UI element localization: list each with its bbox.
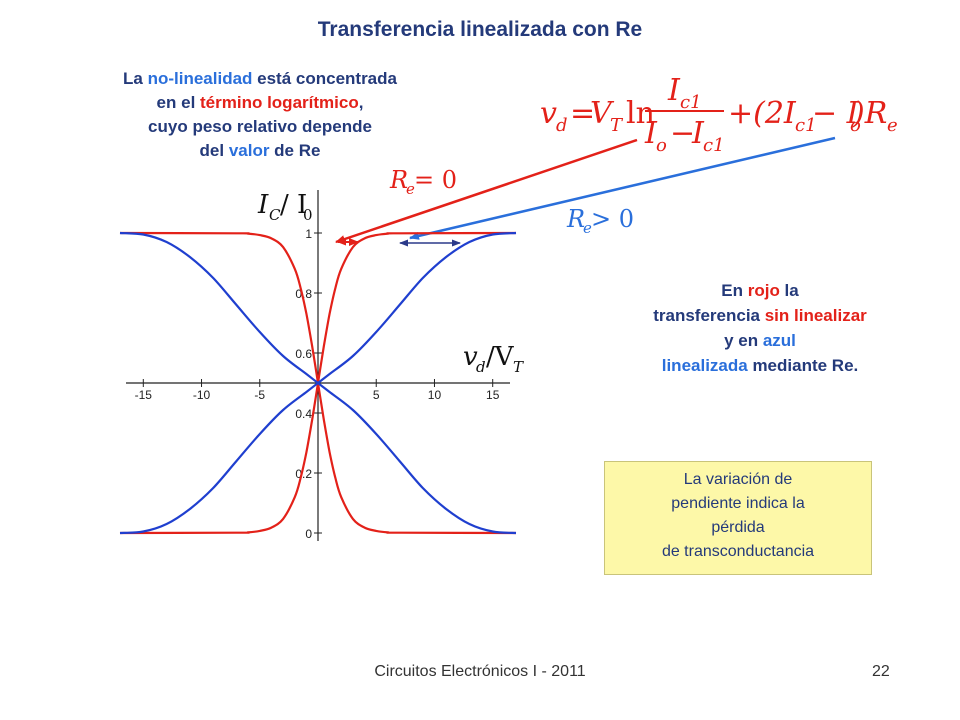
eq-lhs-sub: d [556,115,568,136]
eq-term2b-sub: o [850,115,861,136]
footer-text: Circuitos Electrónicos I - 2011 [374,663,586,680]
eq-numerator: I [667,73,681,108]
x-tick-label: 15 [486,388,500,402]
re-zero-label: R e = 0 [389,166,457,198]
transfer-equation: v d = V T ln I c1 I o − I c1 +(2I c1 − I… [540,73,898,156]
eq-vt: V [590,96,615,131]
eq-equals: = [570,96,595,131]
description-line-4: del valor de Re [199,141,321,160]
svg-text:R: R [566,205,585,233]
eq-den-a: I [644,116,658,151]
eq-den-a-sub: o [656,135,667,156]
svg-text:> 0: > 0 [591,205,634,233]
chart-series [119,231,517,535]
slide-title: Transferencia linealizada con Re [317,18,643,41]
x-tick-label: -10 [193,388,211,402]
svg-text:/ I: / I [280,190,307,220]
svg-text:R: R [389,166,408,194]
x-tick-label: 10 [428,388,442,402]
y-tick-label: 1 [305,227,312,241]
eq-term2: +(2I [728,96,797,131]
svg-text:d: d [476,358,486,376]
termino-logaritmico-term: término logarítmico [200,93,359,112]
note-line-3: pérdida [711,519,765,536]
eq-den-b: I [691,116,705,151]
legend-line-3: y en azul [724,331,796,350]
legend-line-2: transferencia sin linealizar [653,306,867,325]
note-line-4: de transconductancia [661,543,815,560]
svg-text:/V: /V [486,342,515,372]
y-tick-label: 0.4 [295,407,312,421]
page-number: 22 [872,663,890,680]
x-tick-label: -15 [135,388,153,402]
eq-term2b: − I [812,96,860,131]
series-line-3 [119,231,517,535]
eq-vt-sub: T [610,115,624,136]
x-axis-label: v d /V T [463,342,524,376]
description-line-2: en el término logarítmico, [156,93,364,112]
svg-text:I: I [257,190,269,220]
description-line-1: La no-linealidad está concentrada [123,69,397,88]
red-pointer-arrow [335,138,638,244]
transconductance-note: La variación de pendiente indica la pérd… [604,461,872,575]
re-positive-label: R e > 0 [566,205,634,237]
description-line-3: cuyo peso relativo depende [148,117,372,136]
eq-ln: ln [626,96,655,131]
eq-term2c: )R [852,96,887,131]
eq-den-b-sub: c1 [703,135,725,156]
eq-numerator-sub: c1 [680,92,702,113]
legend-explanation: En rojo la transferencia sin linealizar … [595,278,925,378]
no-linealidad-term: no-linealidad [147,69,253,88]
blue-pointer-arrow [409,136,836,240]
note-line-1: La variación de [683,471,793,488]
y-tick-label: 0.2 [295,467,312,481]
y-tick-label: 0.6 [295,347,312,361]
description-text: La no-linealidad está concentrada en el … [60,67,460,163]
valor-term: valor [228,141,270,160]
svg-text:C: C [269,206,281,224]
eq-lhs: v [540,96,557,131]
svg-text:0: 0 [303,206,313,224]
legend-line-4: linealizada mediante Re. [661,356,859,375]
eq-term2c-sub: e [887,115,898,136]
eq-minus: − [670,116,695,151]
y-tick-label: 0 [305,527,312,541]
svg-text:= 0: = 0 [414,166,457,194]
svg-text:e: e [406,180,415,198]
legend-line-1: En rojo la [721,281,799,300]
svg-text:T: T [513,358,524,376]
svg-text:v: v [463,342,478,372]
y-axis-label: I C / I 0 [257,190,313,224]
x-tick-label: 5 [373,388,380,402]
x-tick-label: -5 [254,388,265,402]
eq-term2-sub: c1 [795,115,817,136]
y-tick-label: 0.8 [295,287,312,301]
note-line-2: pendiente indica la [671,495,805,512]
svg-text:e: e [583,219,592,237]
